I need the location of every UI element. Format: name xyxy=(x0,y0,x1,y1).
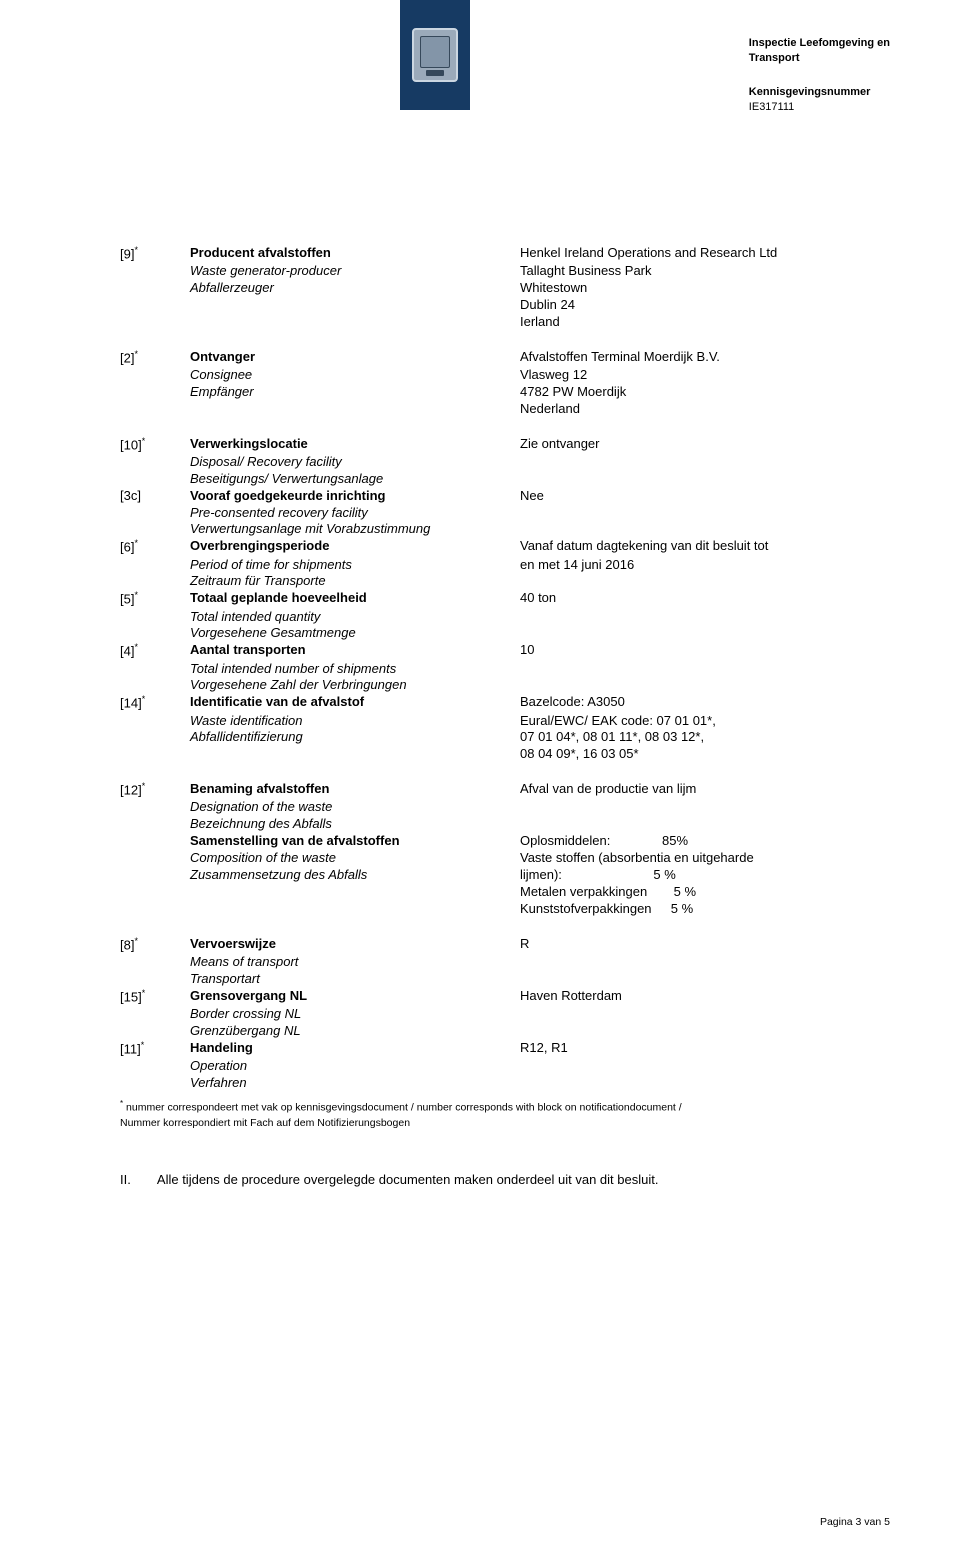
org-line-2: Transport xyxy=(749,51,890,66)
row-value: lijmen): 5 % xyxy=(520,867,890,884)
footnote-line-2: Nummer korrespondiert mit Fach auf dem N… xyxy=(120,1117,410,1129)
row-sub: Grenzübergang NL xyxy=(190,1023,520,1040)
row-title: Benaming afvalstoffen xyxy=(190,781,329,796)
row-value: en met 14 juni 2016 xyxy=(520,557,890,574)
row-index: [15]* xyxy=(120,988,190,1006)
row-title: Overbrengingsperiode xyxy=(190,538,329,553)
row-index: [2]* xyxy=(120,349,190,367)
row-value: Bazelcode: A3050 xyxy=(520,694,890,712)
row-sub: Pre-consented recovery facility xyxy=(190,505,520,522)
row-sub: Disposal/ Recovery facility xyxy=(190,454,520,471)
row-value: Nee xyxy=(520,488,890,505)
row-sub: Means of transport xyxy=(190,954,520,971)
row-value: Eural/EWC/ EAK code: 07 01 01*, xyxy=(520,713,890,730)
fields-table: [9]* Producent afvalstoffen Henkel Irela… xyxy=(120,245,890,1092)
row-value: Vanaf datum dagtekening van dit besluit … xyxy=(520,538,890,556)
row-sub: Composition of the waste xyxy=(190,850,520,867)
footnote-star: * xyxy=(120,1099,123,1108)
row-value: Henkel Ireland Operations and Research L… xyxy=(520,245,890,263)
row-value: Ierland xyxy=(520,314,890,331)
row-sub: Abfallidentifizierung xyxy=(190,729,520,746)
row-sub: Border crossing NL xyxy=(190,1006,520,1023)
row-index: [3c] xyxy=(120,488,190,505)
row-value: Whitestown xyxy=(520,280,890,297)
notification-label: Kennisgevingsnummer xyxy=(749,85,890,100)
row-index: [12]* xyxy=(120,781,190,799)
section-ii-num: II. xyxy=(120,1172,154,1187)
row-sub: Total intended number of shipments xyxy=(190,661,520,678)
row-value: Metalen verpakkingen 5 % xyxy=(520,884,890,901)
row-sub: Empfänger xyxy=(190,384,520,401)
row-title: Grensovergang NL xyxy=(190,988,307,1003)
row-title: Ontvanger xyxy=(190,349,255,364)
row-value: Haven Rotterdam xyxy=(520,988,890,1006)
row-value: R xyxy=(520,936,890,954)
row-title: Vervoerswijze xyxy=(190,936,276,951)
row-sub: Transportart xyxy=(190,971,520,988)
row-title: Handeling xyxy=(190,1040,253,1055)
row-sub: Zeitraum für Transporte xyxy=(190,573,520,590)
row-value: Vaste stoffen (absorbentia en uitgeharde xyxy=(520,850,890,867)
row-title: Totaal geplande hoeveelheid xyxy=(190,590,367,605)
row-value: Afvalstoffen Terminal Moerdijk B.V. xyxy=(520,349,890,367)
crest-icon xyxy=(412,28,458,82)
row-sub: Beseitigungs/ Verwertungsanlage xyxy=(190,471,520,488)
row-value: 10 xyxy=(520,642,890,660)
row-value: Oplosmiddelen: 85% xyxy=(520,833,890,850)
footnote-line-1: nummer correspondeert met vak op kennisg… xyxy=(126,1101,682,1113)
row-title: Aantal transporten xyxy=(190,642,306,657)
org-line-1: Inspectie Leefomgeving en xyxy=(749,36,890,51)
row-sub: Vorgesehene Zahl der Verbringungen xyxy=(190,677,520,694)
section-ii: II. Alle tijdens de procedure overgelegd… xyxy=(120,1172,890,1187)
row-value: 40 ton xyxy=(520,590,890,608)
row-sub: Verwertungsanlage mit Vorabzustimmung xyxy=(190,521,520,538)
row-title: Vooraf goedgekeurde inrichting xyxy=(190,488,386,503)
footnote: * nummer correspondeert met vak op kenni… xyxy=(120,1098,890,1132)
row-value: Vlasweg 12 xyxy=(520,367,890,384)
row-sub: Waste generator-producer xyxy=(190,263,520,280)
row-sub: Zusammensetzung des Abfalls xyxy=(190,867,520,884)
row-value: 07 01 04*, 08 01 11*, 08 03 12*, xyxy=(520,729,890,746)
row-value: Kunststofverpakkingen 5 % xyxy=(520,901,890,918)
row-sub: Bezeichnung des Abfalls xyxy=(190,816,520,833)
row-value: 4782 PW Moerdijk xyxy=(520,384,890,401)
row-value: Afval van de productie van lijm xyxy=(520,781,890,799)
row-index: [11]* xyxy=(120,1040,190,1058)
row-value: Nederland xyxy=(520,401,890,418)
header-logo-strip xyxy=(400,0,470,110)
row-value: R12, R1 xyxy=(520,1040,890,1058)
row-sub: Waste identification xyxy=(190,713,520,730)
row-sub: Consignee xyxy=(190,367,520,384)
row-sub: Verfahren xyxy=(190,1075,520,1092)
header-right: Inspectie Leefomgeving en Transport Kenn… xyxy=(749,36,890,116)
row-sub: Designation of the waste xyxy=(190,799,520,816)
row-sub: Abfallerzeuger xyxy=(190,280,520,297)
row-title: Verwerkingslocatie xyxy=(190,436,308,451)
notification-number: IE317111 xyxy=(749,100,890,115)
row-index: [14]* xyxy=(120,694,190,712)
content: [9]* Producent afvalstoffen Henkel Irela… xyxy=(120,0,890,1187)
row-index: [6]* xyxy=(120,538,190,556)
row-title: Producent afvalstoffen xyxy=(190,245,331,260)
row-index: [4]* xyxy=(120,642,190,660)
row-sub: Vorgesehene Gesamtmenge xyxy=(190,625,520,642)
row-index: [10]* xyxy=(120,436,190,454)
row-sub: Operation xyxy=(190,1058,520,1075)
row-sub: Total intended quantity xyxy=(190,609,520,626)
row-value: Tallaght Business Park xyxy=(520,263,890,280)
page-number: Pagina 3 van 5 xyxy=(820,1516,890,1528)
row-value: 08 04 09*, 16 03 05* xyxy=(520,746,890,763)
section-ii-text: Alle tijdens de procedure overgelegde do… xyxy=(157,1172,659,1187)
page: Inspectie Leefomgeving en Transport Kenn… xyxy=(0,0,960,1552)
row-title: Identificatie van de afvalstof xyxy=(190,694,364,709)
row-index: [9]* xyxy=(120,245,190,263)
row-index: [8]* xyxy=(120,936,190,954)
row-index: [5]* xyxy=(120,590,190,608)
row-value: Dublin 24 xyxy=(520,297,890,314)
row-title: Samenstelling van de afvalstoffen xyxy=(190,833,400,848)
row-sub: Period of time for shipments xyxy=(190,557,520,574)
row-value: Zie ontvanger xyxy=(520,436,890,454)
